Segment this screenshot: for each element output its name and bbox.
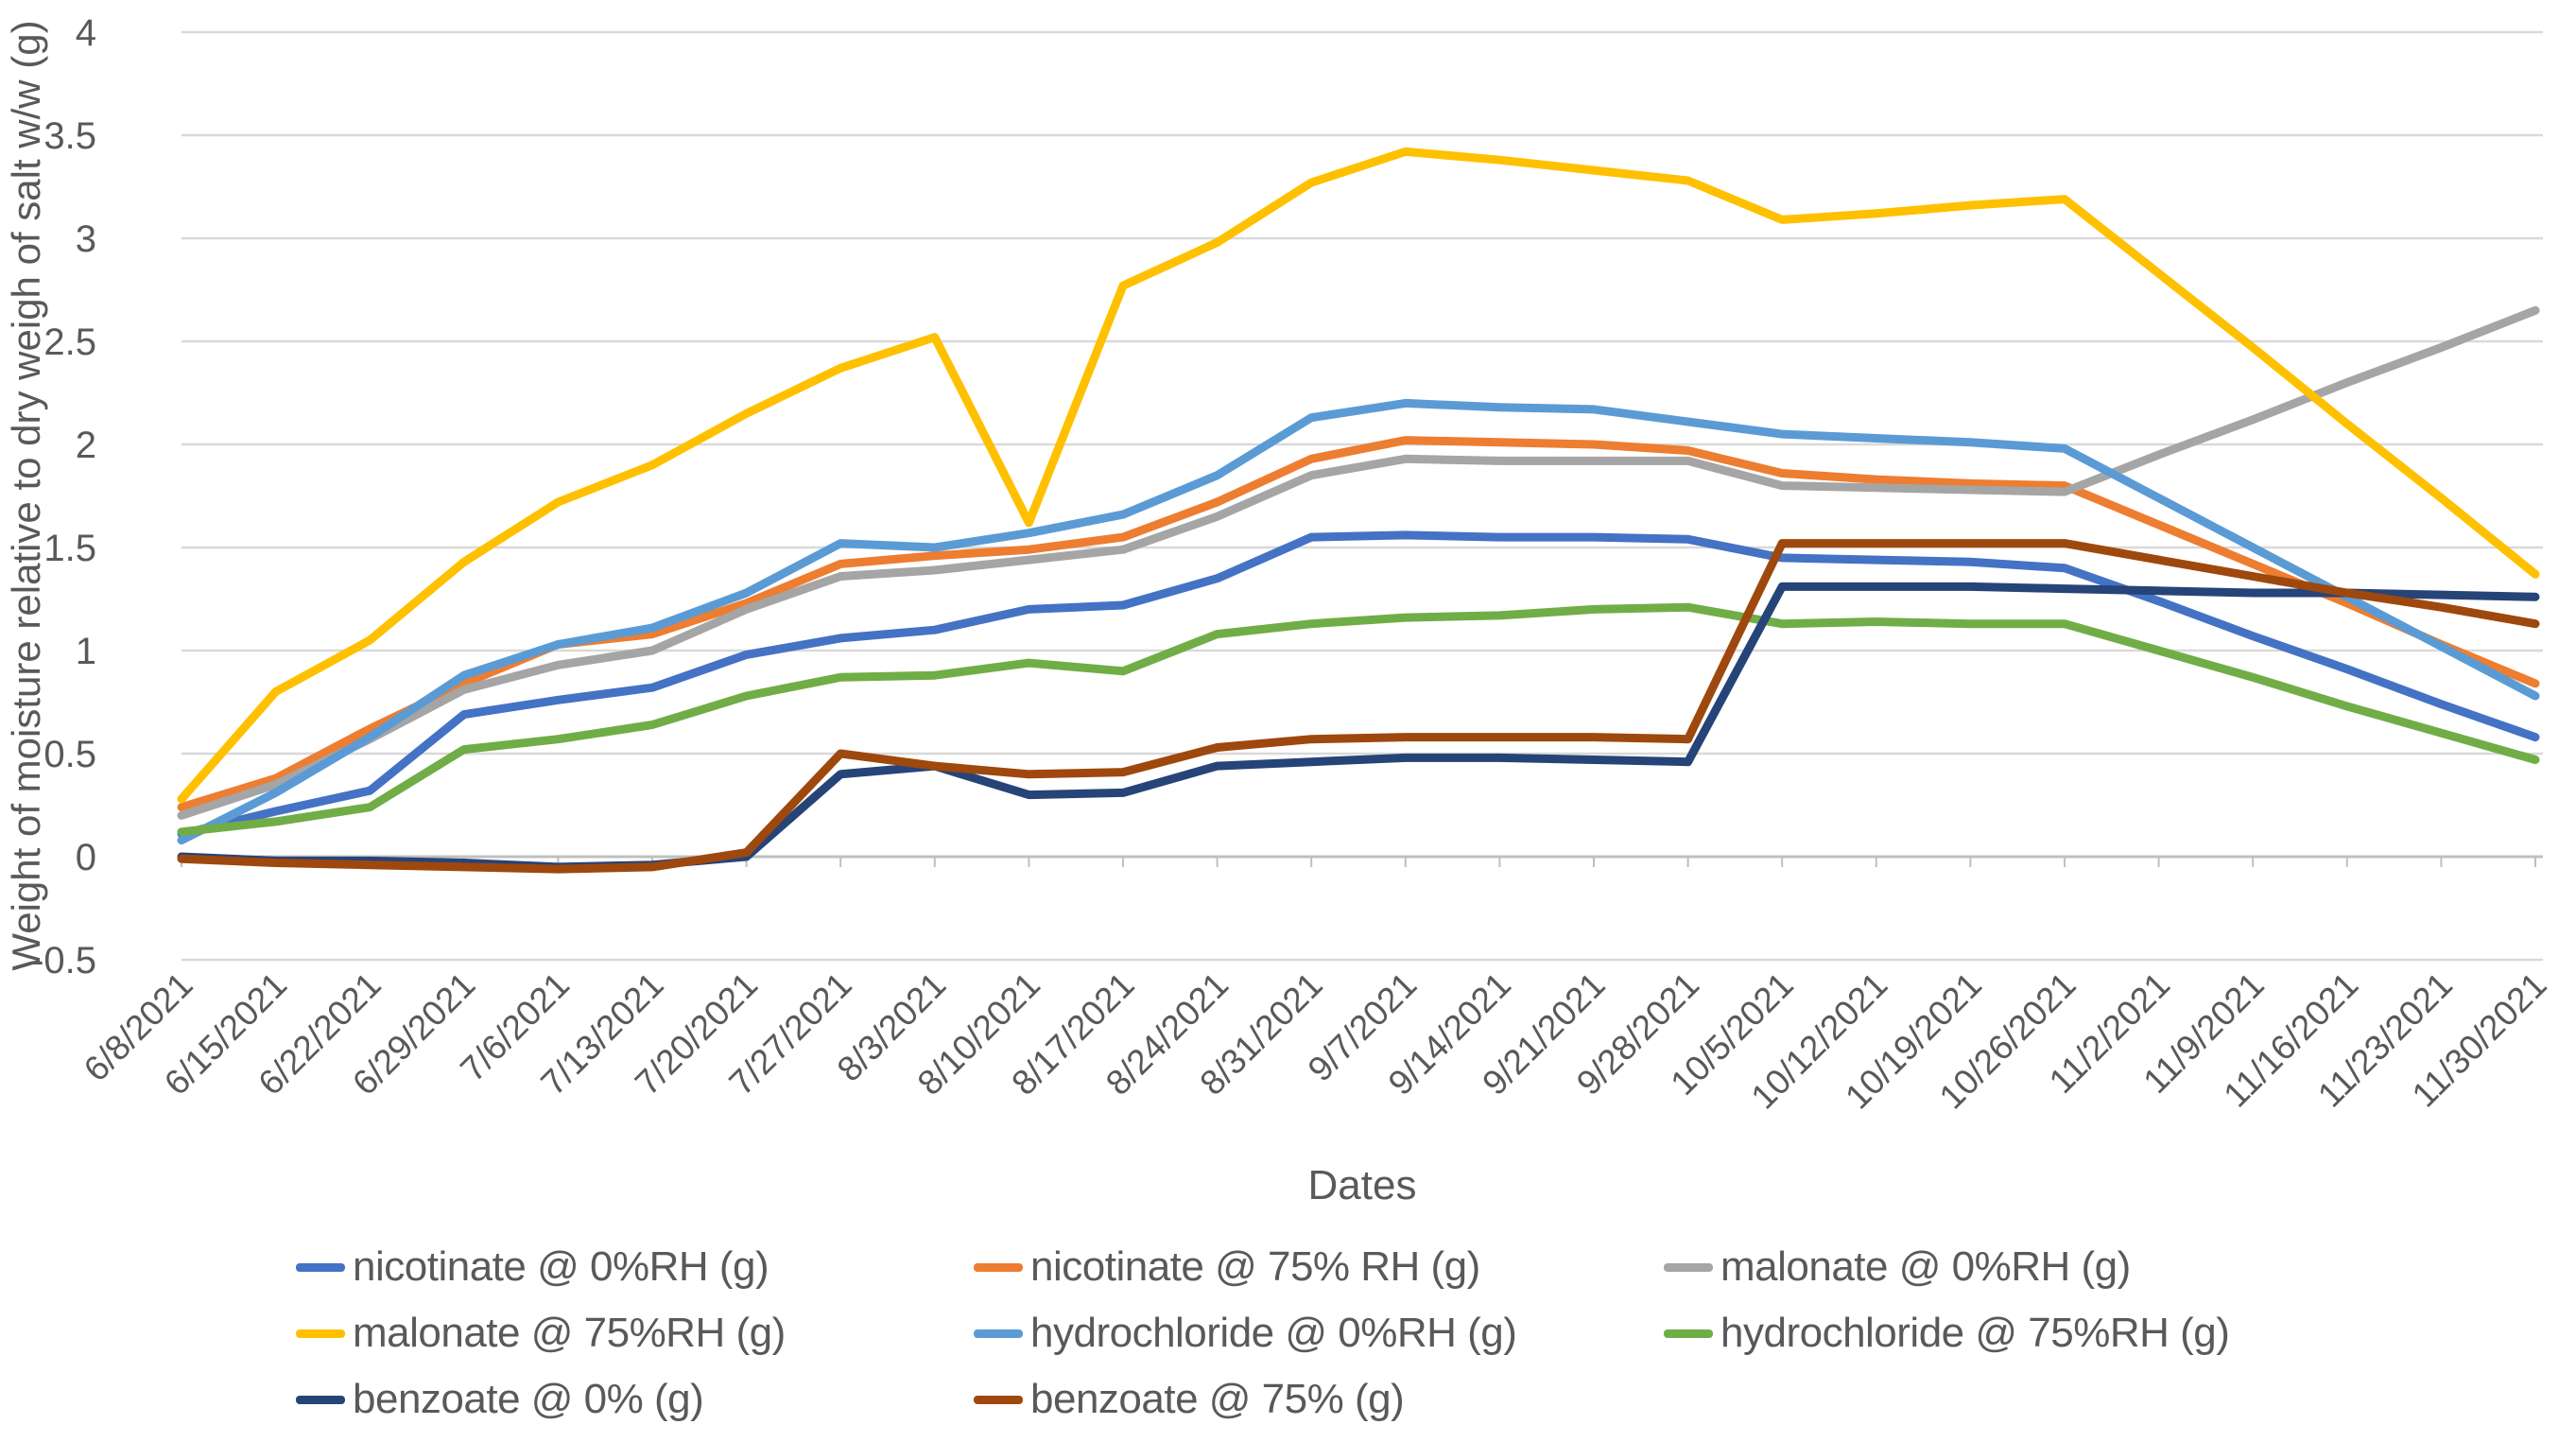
legend-label: hydrochloride @ 75%RH (g) — [1720, 1310, 2230, 1356]
legend-label: hydrochloride @ 0%RH (g) — [1030, 1310, 1517, 1356]
legend-swatch — [1664, 1262, 1713, 1272]
series-line-hydrochloride-75-rh-g — [177, 602, 2540, 837]
y-tick-label: 3 — [76, 218, 96, 260]
legend-label: malonate @ 75%RH (g) — [353, 1310, 786, 1356]
y-tick-label: 2 — [76, 425, 96, 466]
legend-item: malonate @ 75%RH (g) — [296, 1307, 786, 1360]
series-line-benzoate-75-g — [177, 539, 2540, 874]
legend-label: malonate @ 0%RH (g) — [1720, 1243, 2131, 1290]
series-line-nicotinate-0-rh-g — [177, 530, 2540, 839]
y-tick-label: 4 — [76, 12, 96, 54]
legend-swatch — [296, 1395, 345, 1404]
y-tick-label: 0 — [76, 837, 96, 878]
y-tick-label: 1 — [76, 631, 96, 672]
legend-label: benzoate @ 75% (g) — [1030, 1376, 1405, 1422]
legend-item: hydrochloride @ 75%RH (g) — [1664, 1307, 2230, 1360]
gridlines — [182, 30, 2543, 962]
x-axis-tick-labels: 6/8/20216/15/20216/22/20216/29/20217/6/2… — [77, 965, 2554, 1117]
legend-swatch — [974, 1262, 1023, 1272]
y-tick-label: 1.5 — [43, 528, 96, 569]
legend-swatch — [296, 1329, 345, 1338]
series-line-malonate-0-rh-g — [177, 305, 2540, 820]
y-tick-label: 0.5 — [43, 734, 96, 775]
series-line-benzoate-0-g — [177, 582, 2540, 872]
series-line-hydrochloride-0-rh-g — [177, 398, 2540, 845]
legend-swatch — [974, 1329, 1023, 1338]
legend-item: benzoate @ 75% (g) — [974, 1373, 1405, 1426]
series-line-malonate-75-rh-g — [177, 147, 2540, 804]
legend-item: nicotinate @ 75% RH (g) — [974, 1241, 1480, 1294]
legend-label: benzoate @ 0% (g) — [353, 1376, 704, 1422]
x-axis-title: Dates — [1308, 1162, 1417, 1208]
y-tick-label: -0.5 — [31, 940, 96, 982]
legend-item: benzoate @ 0% (g) — [296, 1373, 704, 1426]
legend-item: nicotinate @ 0%RH (g) — [296, 1241, 769, 1294]
y-axis-tick-labels: 4 3.5 3 2.5 2 1.5 1 0.5 0 -0.5 — [31, 12, 96, 982]
legend-item: hydrochloride @ 0%RH (g) — [974, 1307, 1517, 1360]
legend-label: nicotinate @ 0%RH (g) — [353, 1243, 769, 1290]
y-axis-title: Weight of moisture relative to dry weigh… — [4, 20, 48, 970]
series-lines — [177, 147, 2540, 874]
legend-label: nicotinate @ 75% RH (g) — [1030, 1243, 1480, 1290]
legend-swatch — [1664, 1329, 1713, 1338]
legend-swatch — [296, 1262, 345, 1272]
legend-item: malonate @ 0%RH (g) — [1664, 1241, 2131, 1294]
y-tick-label: 2.5 — [43, 321, 96, 363]
y-tick-label: 3.5 — [43, 115, 96, 157]
legend-swatch — [974, 1395, 1023, 1404]
